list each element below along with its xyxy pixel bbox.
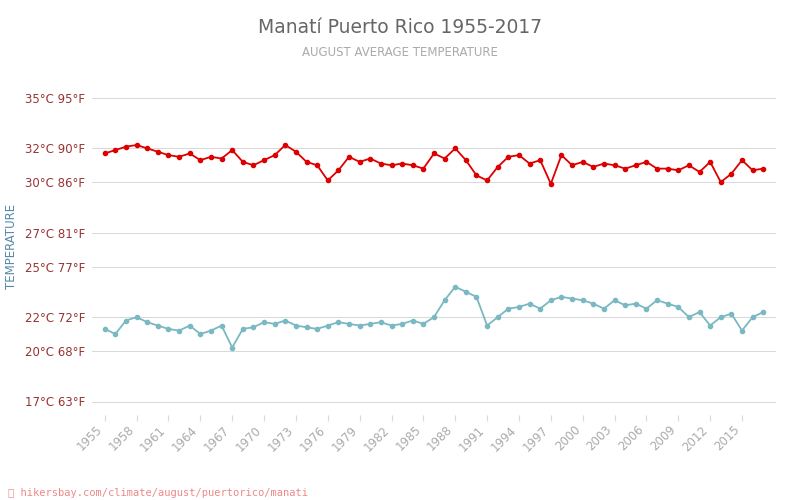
Text: Manatí Puerto Rico 1955-2017: Manatí Puerto Rico 1955-2017 xyxy=(258,18,542,37)
Text: AUGUST AVERAGE TEMPERATURE: AUGUST AVERAGE TEMPERATURE xyxy=(302,46,498,59)
Y-axis label: TEMPERATURE: TEMPERATURE xyxy=(5,204,18,289)
Text: 📍 hikersbay.com/climate/august/puertorico/manati: 📍 hikersbay.com/climate/august/puertoric… xyxy=(8,488,308,498)
